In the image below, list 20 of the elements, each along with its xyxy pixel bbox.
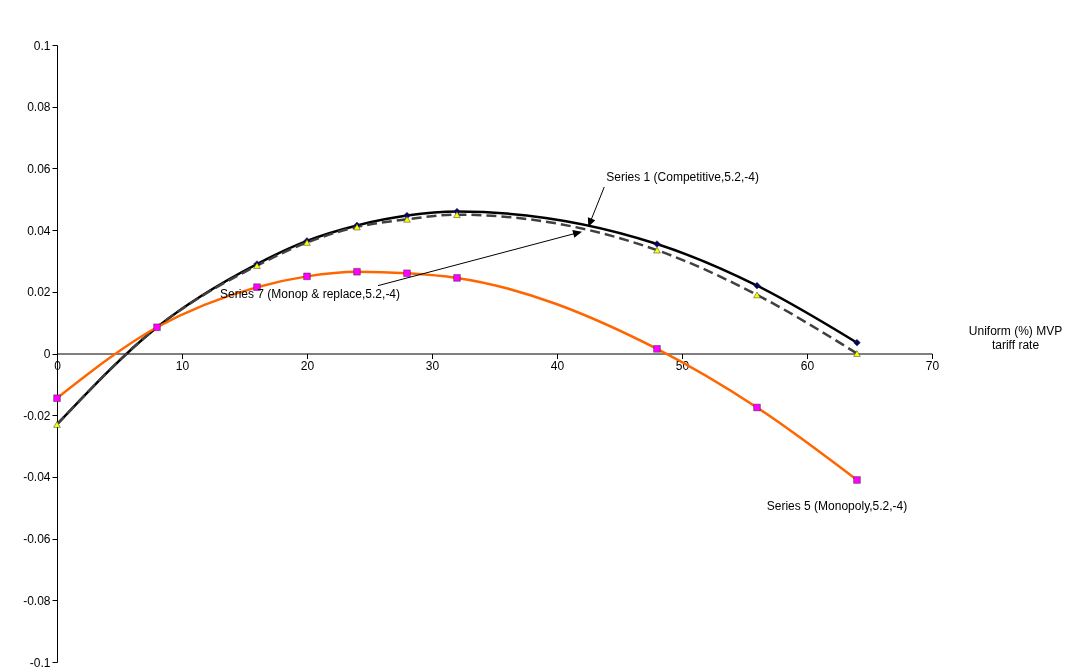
y-tick-label: -0.04	[23, 470, 51, 485]
annotation: Series 5 (Monopoly,5.2,-4)	[766, 498, 908, 513]
y-tick-label: -0.08	[23, 593, 51, 608]
y-tick-label: 0.04	[27, 223, 51, 238]
x-tick-label: 10	[175, 359, 190, 373]
annotation: Series 1 (Competitive,5.2,-4)	[606, 170, 759, 185]
y-tick-label: -0.02	[23, 408, 51, 423]
y-tick-label: -0.1	[29, 655, 51, 670]
y-tick-label: 0.1	[33, 38, 51, 53]
y-tick-label: 0.08	[27, 100, 51, 115]
x-tick-label: 20	[300, 359, 315, 373]
x-tick-label: 30	[425, 359, 440, 373]
x-tick-label: 70	[925, 359, 940, 373]
x-axis-title: Uniform (%) MVP tariff rate	[968, 324, 1063, 352]
y-tick-label: 0	[43, 347, 51, 361]
x-tick-label: 60	[800, 359, 815, 373]
y-tick-label: 0.02	[27, 285, 51, 300]
y-tick-label: 0.06	[27, 161, 51, 176]
x-tick-label: 40	[550, 359, 565, 373]
y-tick-label: -0.06	[23, 532, 51, 547]
